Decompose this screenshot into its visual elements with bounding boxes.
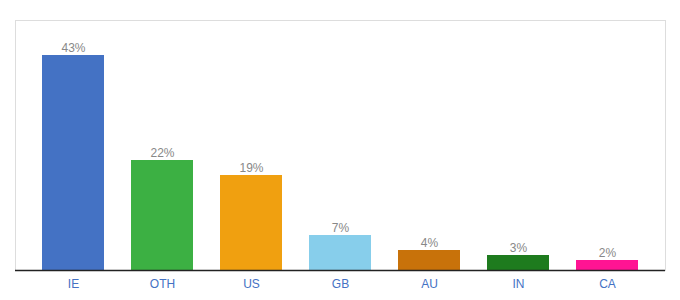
svg-text:GB: GB: [332, 277, 349, 291]
svg-text:IN: IN: [513, 277, 525, 291]
svg-text:43%: 43%: [61, 41, 85, 55]
svg-text:22%: 22%: [150, 146, 174, 160]
svg-text:US: US: [243, 277, 260, 291]
svg-text:CA: CA: [599, 277, 616, 291]
svg-text:4%: 4%: [421, 236, 439, 250]
svg-text:3%: 3%: [510, 241, 528, 255]
svg-text:AU: AU: [421, 277, 438, 291]
svg-text:OTH: OTH: [150, 277, 175, 291]
svg-text:2%: 2%: [599, 246, 617, 260]
svg-text:IE: IE: [68, 277, 79, 291]
svg-text:7%: 7%: [332, 221, 350, 235]
svg-text:19%: 19%: [239, 161, 263, 175]
